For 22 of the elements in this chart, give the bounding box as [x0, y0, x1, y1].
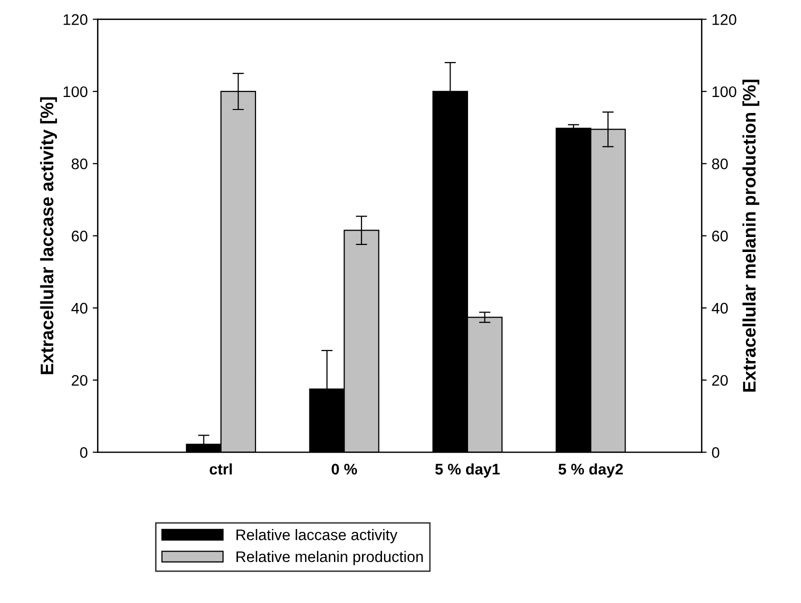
y2-tick-label: 20 — [712, 374, 728, 386]
x-tick-label: 5 % day2 — [558, 463, 623, 478]
y-tick-label: 80 — [72, 158, 88, 170]
legend-label: Relative melanin production — [236, 550, 423, 566]
y-tick-label: 100 — [64, 86, 88, 98]
y-tick-label: 20 — [72, 374, 88, 386]
y-tick-label: 120 — [64, 14, 88, 25]
y2-tick-label: 100 — [712, 86, 736, 98]
y2-tick-label: 40 — [712, 302, 728, 314]
x-tick-label: ctrl — [210, 463, 232, 475]
y2-tick-label: 0 — [712, 447, 720, 458]
y2-tick-label: 120 — [712, 14, 736, 25]
x-tick-label: 0 % — [332, 464, 357, 475]
y-axis-title: Extracellular laccase activity [%] — [40, 97, 57, 374]
legend-label: Relative laccase activity — [236, 529, 398, 544]
y-tick-label: 0 — [80, 447, 88, 458]
y2-axis-title: Extracellular melanin production [%] — [742, 80, 760, 392]
x-tick-label: 5 % day1 — [435, 463, 500, 478]
y2-tick-label: 80 — [712, 158, 728, 170]
y2-tick-label: 60 — [712, 230, 728, 242]
y-tick-label: 60 — [72, 230, 88, 242]
y-tick-label: 40 — [71, 302, 88, 314]
